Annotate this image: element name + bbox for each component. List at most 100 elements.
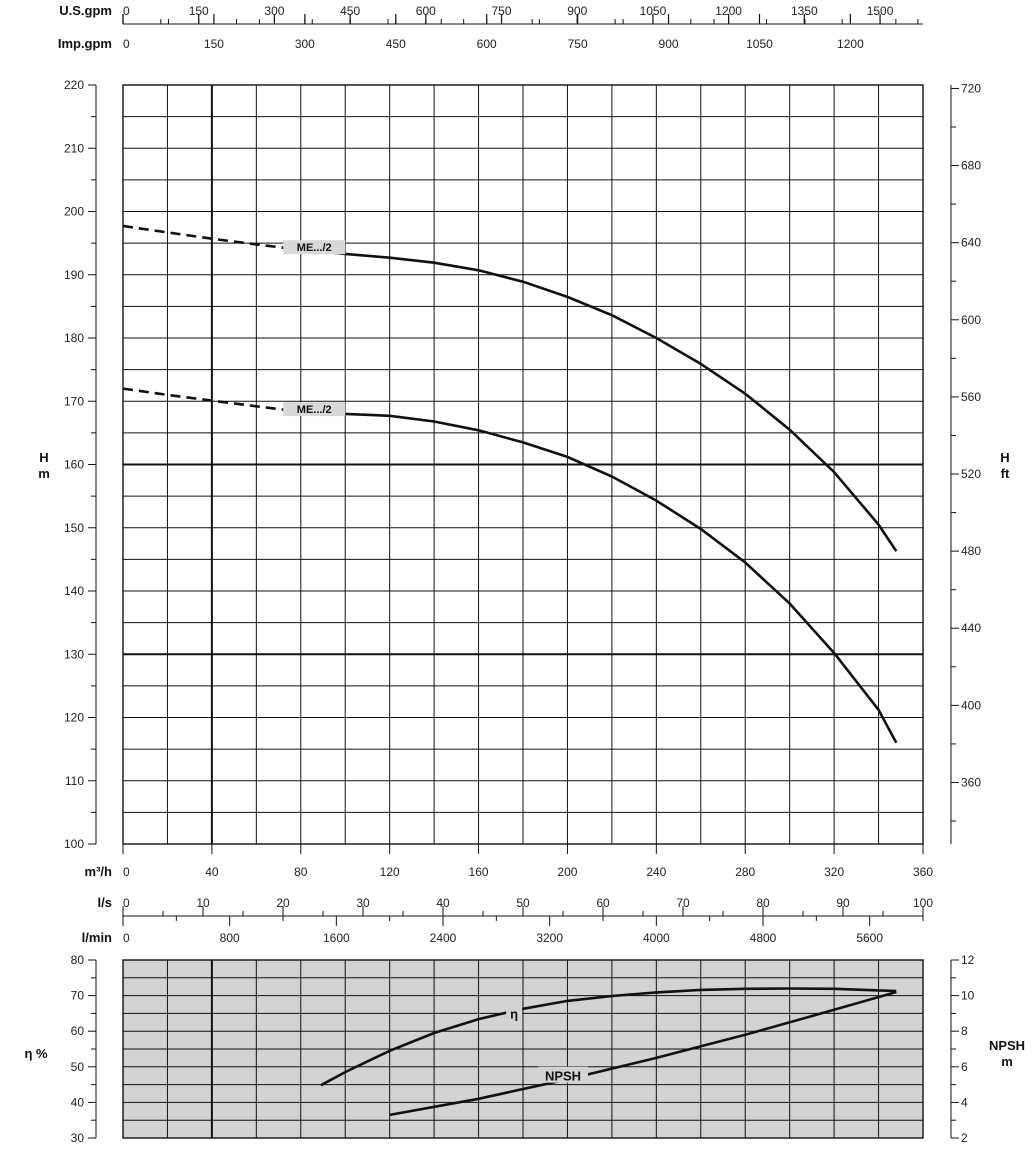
x-main-tick-label: 360: [913, 865, 933, 879]
head-right-tick-label: 680: [961, 159, 981, 173]
x-main-tick-label: 120: [380, 865, 400, 879]
head-left-tick-label: 100: [64, 837, 84, 851]
head-left-tick-label: 210: [64, 141, 84, 155]
head-right-tick-label: 480: [961, 544, 981, 558]
npsh-right-axis-unit: m: [1001, 1054, 1013, 1069]
x-lmin-tick-label: 4800: [750, 931, 777, 945]
npsh-right-axis-title: NPSH: [989, 1038, 1025, 1053]
efficiency-left-tick-label: 60: [71, 1024, 85, 1038]
head-right-tick-label: 400: [961, 698, 981, 712]
curve-label: ME.../2: [297, 404, 332, 416]
npsh-right-tick-label: 12: [961, 953, 975, 967]
x-ls-tick-label: 80: [756, 896, 770, 910]
x-main-tick-label: 160: [469, 865, 489, 879]
usgpm-tick-label: 450: [340, 4, 360, 18]
impgpm-tick-label: 1050: [746, 37, 773, 51]
head-left-tick-label: 140: [64, 584, 84, 598]
impgpm-tick-label: 1200: [837, 37, 864, 51]
x-lmin-tick-label: 4000: [643, 931, 670, 945]
efficiency-left-axis-title: η %: [24, 1046, 48, 1061]
x-main-tick-label: 240: [646, 865, 666, 879]
usgpm-tick-label: 750: [492, 4, 512, 18]
x-ls-tick-label: 20: [276, 896, 290, 910]
head-right-tick-label: 440: [961, 621, 981, 635]
npsh-right-tick-label: 4: [961, 1095, 968, 1109]
x-ls-tick-label: 40: [436, 896, 450, 910]
impgpm-title: Imp.gpm: [58, 36, 112, 51]
usgpm-tick-label: 150: [189, 4, 209, 18]
impgpm-tick-label: 750: [568, 37, 588, 51]
usgpm-tick-label: 300: [264, 4, 284, 18]
x-lmin-tick-label: 2400: [430, 931, 457, 945]
usgpm-tick-label: 1500: [867, 4, 894, 18]
x-ls-tick-label: 10: [196, 896, 210, 910]
head-curve-solid-0: [287, 246, 898, 552]
head-right-tick-label: 640: [961, 236, 981, 250]
curve-label: ME.../2: [297, 242, 332, 254]
head-left-tick-label: 110: [65, 774, 84, 788]
head-left-tick-label: 150: [64, 521, 84, 535]
efficiency-left-tick-label: 80: [71, 953, 85, 967]
x-lmin-tick-label: 5600: [856, 931, 883, 945]
x-ls-tick-label: 100: [913, 896, 933, 910]
head-left-tick-label: 120: [64, 711, 84, 725]
x-main-tick-label: 0: [123, 865, 130, 879]
head-right-tick-label: 520: [961, 467, 981, 481]
x-lmin-tick-label: 0: [123, 931, 130, 945]
x-ls-tick-label: 60: [596, 896, 610, 910]
npsh-curve-label: NPSH: [545, 1069, 581, 1084]
efficiency-curve: [320, 987, 897, 1087]
efficiency-left-tick-label: 50: [71, 1060, 85, 1074]
x-lmin-tick-label: 3200: [536, 931, 563, 945]
curve-label-box: [283, 402, 346, 417]
x-ls-tick-label: 30: [356, 896, 370, 910]
x-main-axis-title: m³/h: [85, 864, 113, 879]
head-right-tick-label: 600: [961, 313, 981, 327]
efficiency-left-tick-label: 30: [71, 1131, 85, 1145]
usgpm-tick-label: 1350: [791, 4, 818, 18]
efficiency-left-tick-label: 40: [71, 1095, 85, 1109]
impgpm-tick-label: 900: [659, 37, 679, 51]
npsh-right-tick-label: 2: [961, 1131, 968, 1145]
curve-label-box: [283, 240, 346, 255]
impgpm-tick-label: 150: [204, 37, 224, 51]
npsh-right-tick-label: 8: [961, 1024, 968, 1038]
x-ls-tick-label: 90: [836, 896, 850, 910]
head-left-tick-label: 170: [64, 394, 84, 408]
head-left-axis-title-unit: m: [38, 466, 50, 481]
head-left-tick-label: 160: [64, 458, 84, 472]
impgpm-tick-label: 450: [386, 37, 406, 51]
x-ls-tick-label: 50: [516, 896, 530, 910]
usgpm-title: U.S.gpm: [59, 3, 112, 18]
head-left-tick-label: 200: [64, 205, 84, 219]
usgpm-tick-label: 900: [567, 4, 587, 18]
npsh-curve: [389, 990, 897, 1117]
efficiency-left-tick-label: 70: [71, 989, 85, 1003]
efficiency-curve-label: η: [510, 1006, 518, 1021]
x-main-tick-label: 320: [824, 865, 844, 879]
x-main-tick-label: 280: [735, 865, 755, 879]
x-ls-axis-title: l/s: [98, 895, 112, 910]
x-main-tick-label: 40: [205, 865, 219, 879]
head-right-axis-title-unit: ft: [1001, 466, 1010, 481]
head-curve-solid-1: [287, 408, 898, 744]
head-curve-dashed-0: [122, 224, 288, 250]
head-right-tick-label: 360: [961, 775, 981, 789]
x-main-tick-label: 80: [294, 865, 308, 879]
head-left-tick-label: 190: [64, 268, 84, 282]
head-right-tick-label: 560: [961, 390, 981, 404]
impgpm-tick-label: 300: [295, 37, 315, 51]
usgpm-tick-label: 1050: [640, 4, 667, 18]
head-left-axis-title-h: H: [39, 450, 48, 465]
x-main-tick-label: 200: [557, 865, 577, 879]
npsh-label-bg: [538, 1066, 588, 1083]
head-left-tick-label: 180: [64, 331, 84, 345]
x-lmin-tick-label: 800: [220, 931, 240, 945]
head-left-tick-label: 220: [64, 78, 84, 92]
x-lmin-tick-label: 1600: [323, 931, 350, 945]
usgpm-tick-label: 600: [416, 4, 436, 18]
head-left-tick-label: 130: [64, 647, 84, 661]
impgpm-tick-label: 0: [123, 37, 130, 51]
